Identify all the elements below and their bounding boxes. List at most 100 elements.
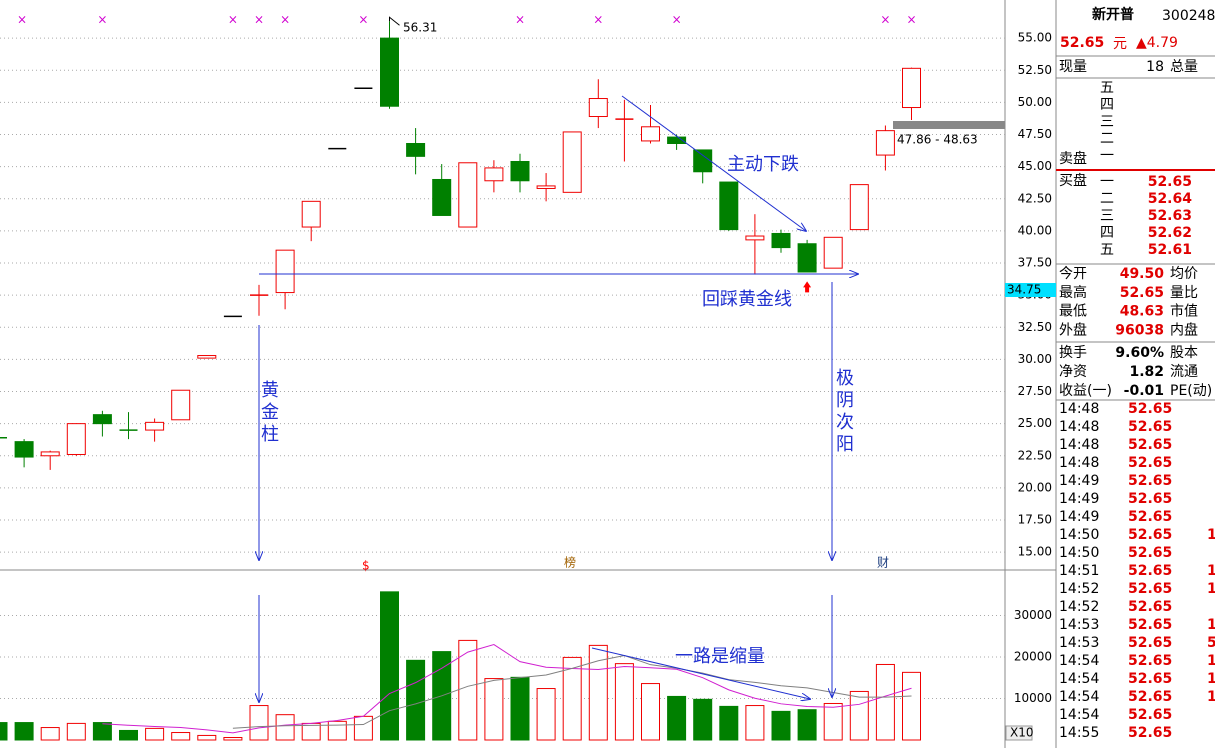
quote-text: 净资 [1059, 364, 1087, 380]
quote-text: 买盘 [1059, 172, 1087, 189]
candle-body [693, 149, 713, 173]
quote-text: 内盘 [1170, 321, 1198, 338]
candle-body [380, 37, 399, 107]
candle-body [536, 185, 556, 189]
event-icon: 财 [877, 556, 889, 570]
quote-text: 五 [1100, 80, 1114, 96]
quote-text: 52.65 [1128, 599, 1172, 615]
ask-band-label: 47.86 - 48.63 [897, 133, 978, 147]
quote-text: 五 [1100, 242, 1114, 258]
candle-body [902, 67, 921, 109]
quote-text: 最低 [1059, 304, 1087, 320]
volume-bar [614, 663, 634, 741]
candle-body [667, 136, 687, 145]
quote-text: 9.60% [1115, 345, 1164, 361]
volume-bar [823, 702, 843, 741]
volume-bar [536, 688, 556, 741]
quote-text: 52.65 [1128, 527, 1172, 543]
volume-bar [327, 720, 347, 741]
volume-bar [902, 671, 921, 741]
quote-text: 14:48 [1059, 419, 1099, 435]
quote-text: -0.01 [1124, 383, 1164, 399]
candle-body [66, 423, 86, 455]
candle-body [797, 243, 817, 273]
y-tick-label: 30.00 [1018, 352, 1052, 366]
volume-bar [484, 678, 504, 741]
volume-bar [380, 591, 399, 741]
volume-bar [719, 705, 739, 741]
quote-text: 14:50 [1059, 545, 1099, 561]
quote-text: 52.62 [1148, 225, 1192, 241]
quote-text: 最高 [1059, 284, 1087, 301]
volume-bar [353, 715, 373, 741]
quote-text: 股本 [1170, 345, 1198, 361]
quote-text: 一 [1100, 148, 1114, 164]
high-pointer [389, 16, 400, 26]
y-tick-label: 52.50 [1018, 63, 1052, 77]
annotation-arrows [259, 95, 858, 702]
candle-body [171, 389, 191, 421]
volume-bar [797, 709, 817, 741]
quote-text: 1 [1207, 581, 1215, 597]
candle-body [14, 441, 34, 458]
quote-text: 14:54 [1059, 689, 1099, 705]
quote-panel: 新开普 30024852.65 元 ▲4.79现量 18 总量五四三二一卖盘买盘一 52.6… [1056, 6, 1215, 741]
y-tick-label: 30000 [1014, 608, 1052, 622]
quote-text: 元 [1113, 36, 1127, 52]
quote-text: 52.65 [1128, 671, 1172, 687]
quote-text: 18 [1146, 59, 1164, 75]
quote-text: 均价 [1170, 266, 1198, 282]
zoom-button[interactable] [1005, 725, 1033, 741]
volume-bar [119, 729, 138, 741]
volume-bar [641, 683, 660, 741]
volume-bar [875, 663, 895, 741]
quote-text: 52.61 [1148, 242, 1192, 258]
quote-text: PE(动) [1170, 383, 1212, 399]
quote-text: 1 [1207, 671, 1215, 687]
quote-text: 1 [1207, 527, 1215, 543]
y-tick-label: 32.50 [1018, 320, 1052, 334]
note: 回踩黄金线 [702, 289, 792, 310]
event-marker: × [906, 13, 916, 27]
volume-bar [693, 698, 713, 741]
quote-text: 14:55 [1059, 725, 1099, 741]
candle-body [145, 421, 165, 431]
quote-text: 52.65 [1128, 563, 1172, 579]
candle-body [510, 160, 530, 182]
y-tick-label: 22.50 [1018, 448, 1052, 462]
volume-bar [458, 639, 478, 741]
quote-text: 49.50 [1120, 266, 1165, 282]
candle-body [719, 181, 739, 231]
y-tick-label: 15.00 [1018, 545, 1052, 559]
quote-text: 52.65 [1128, 707, 1172, 723]
y-tick-label: 50.00 [1018, 95, 1052, 109]
quote-text: 三 [1100, 208, 1114, 224]
volume-bar [145, 727, 165, 741]
quote-text: 收益(一) [1059, 383, 1112, 399]
y-tick-label: 42.50 [1018, 191, 1052, 205]
candle-body [275, 249, 295, 294]
quote-text: 14:48 [1059, 437, 1099, 453]
candle-body [823, 236, 843, 269]
chart-area: 15.00 17.50 20.00 22.50 25.00 27.50 30.00 32.50… [0, 13, 1052, 741]
volume-bar [40, 727, 60, 741]
quote-text: 52.65 [1128, 635, 1172, 651]
quote-text: 四 [1100, 225, 1114, 241]
volume-bar [92, 722, 112, 741]
volume-bar [849, 690, 869, 741]
quote-text: 52.65 [1128, 491, 1172, 507]
zoom-label[interactable]: X10 [1010, 726, 1034, 740]
y-tick-label: 25.00 [1018, 416, 1052, 430]
candle-body [458, 162, 478, 228]
volume-bar [275, 714, 295, 741]
event-marker: × [593, 13, 603, 27]
quote-text: 14:51 [1059, 563, 1099, 579]
quote-text: 96038 [1115, 322, 1164, 338]
candle-body [432, 178, 452, 216]
volume-bar [771, 710, 791, 741]
quote-text: 52.65 [1128, 473, 1172, 489]
quote-text: 今开 [1059, 266, 1087, 282]
event-marker: × [358, 13, 368, 27]
volume-bar [406, 659, 426, 741]
quote-text: 流通 [1170, 364, 1198, 380]
